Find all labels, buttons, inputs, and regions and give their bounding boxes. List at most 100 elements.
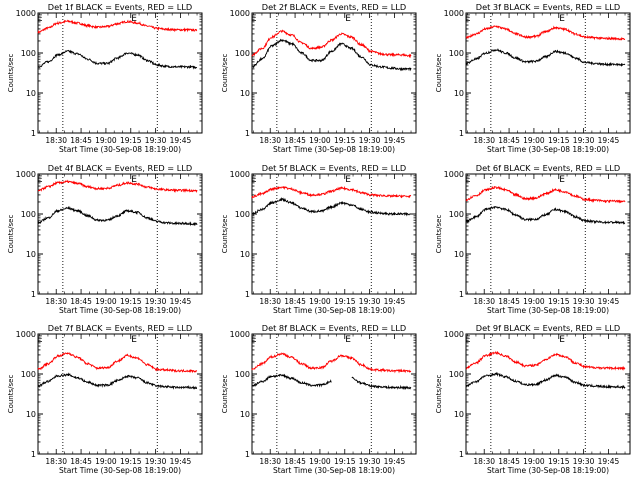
y-tick-label: 100 — [449, 370, 464, 379]
x-axis-label: Start Time (30-Sep-08 18:19:00) — [487, 306, 609, 315]
x-tick-label: 19:45 — [384, 457, 406, 466]
event-marker-label: E — [131, 175, 137, 185]
event-marker-label: E — [37, 14, 43, 24]
series-events-line — [37, 49, 198, 70]
x-tick-label: 19:00 — [309, 457, 331, 466]
x-tick-label: 19:30 — [573, 136, 595, 145]
x-tick-label: 19:00 — [309, 297, 331, 306]
x-tick-label: 19:45 — [170, 136, 192, 145]
x-tick-label: 18:45 — [498, 457, 520, 466]
y-tick-label: 1000 — [230, 9, 250, 18]
x-tick-label: 19:00 — [95, 457, 117, 466]
x-tick-label: 18:45 — [70, 457, 92, 466]
x-tick-label: 19:45 — [598, 136, 620, 145]
event-marker-label: E — [345, 175, 351, 185]
plot-frame — [251, 12, 417, 134]
y-tick-label: 100 — [235, 210, 250, 219]
x-axis-label: Start Time (30-Sep-08 18:19:00) — [59, 306, 181, 315]
plot-frame — [37, 333, 203, 455]
x-tick-label: 18:30 — [45, 457, 67, 466]
chart-panel-6: Det 6f BLACK = Events, RED = LLD 1 10 100 10… — [435, 163, 631, 315]
x-tick-label: 18:45 — [498, 136, 520, 145]
chart-title: Det 3f BLACK = Events, RED = LLD — [476, 2, 620, 12]
series-lld-line — [251, 29, 412, 59]
x-tick-label: 18:45 — [498, 297, 520, 306]
series-lld-line — [465, 185, 626, 204]
y-tick-label: 1 — [245, 129, 250, 138]
y-tick-label: 100 — [235, 370, 250, 379]
event-marker-label: E — [131, 335, 137, 345]
series-lld-line — [37, 352, 198, 374]
chart-panel-3: Det 3f BLACK = Events, RED = LLD 1 10 100 10… — [435, 2, 631, 154]
y-tick-label: 10 — [240, 250, 250, 259]
y-tick-label: 10 — [454, 89, 464, 98]
y-tick-label: 100 — [21, 370, 36, 379]
y-tick-label: 1000 — [444, 9, 464, 18]
x-tick-label: 19:00 — [523, 136, 545, 145]
event-marker-label: E — [251, 14, 257, 24]
x-tick-label: 19:30 — [145, 457, 167, 466]
plot-frame — [37, 173, 203, 295]
x-axis-label: Start Time (30-Sep-08 18:19:00) — [487, 466, 609, 475]
event-marker-label: E — [131, 14, 137, 24]
event-marker-label: E — [559, 335, 565, 345]
x-tick-label: 19:30 — [145, 136, 167, 145]
chart-panel-5: Det 5f BLACK = Events, RED = LLD 1 10 100 10… — [221, 163, 417, 315]
y-tick-label: 10 — [26, 250, 36, 259]
x-tick-label: 19:30 — [145, 297, 167, 306]
x-axis-label: Start Time (30-Sep-08 18:19:00) — [273, 145, 395, 154]
event-marker-label: E — [345, 335, 351, 345]
y-tick-label: 10 — [240, 410, 250, 419]
series-lld-line — [465, 25, 626, 41]
x-tick-label: 19:45 — [598, 297, 620, 306]
x-axis-label: Start Time (30-Sep-08 18:19:00) — [59, 145, 181, 154]
x-tick-label: 19:00 — [95, 297, 117, 306]
x-tick-label: 19:30 — [573, 297, 595, 306]
y-tick-label: 100 — [235, 49, 250, 58]
x-tick-label: 18:30 — [473, 297, 495, 306]
event-marker-label: E — [465, 175, 471, 185]
y-tick-label: 1000 — [230, 330, 250, 339]
plot-frame — [37, 12, 203, 134]
x-tick-label: 18:30 — [473, 136, 495, 145]
x-tick-label: 18:30 — [473, 457, 495, 466]
series-events-line — [251, 38, 412, 72]
chart-panel-2: Det 2f BLACK = Events, RED = LLD 1 10 100 10… — [221, 2, 417, 154]
x-tick-label: 19:15 — [120, 297, 142, 306]
event-marker-label: E — [251, 175, 257, 185]
y-axis-label: Counts/sec — [7, 375, 15, 414]
series-events-line — [465, 371, 626, 390]
x-tick-label: 18:45 — [284, 136, 306, 145]
chart-title: Det 1f BLACK = Events, RED = LLD — [48, 2, 192, 12]
chart-panel-8: Det 8f BLACK = Events, RED = LLD 1 10 100 10… — [221, 323, 417, 475]
x-tick-label: 19:15 — [548, 457, 570, 466]
series-events-line — [37, 205, 198, 227]
chart-title: Det 6f BLACK = Events, RED = LLD — [476, 163, 620, 173]
y-tick-label: 1000 — [444, 170, 464, 179]
x-tick-label: 18:30 — [45, 297, 67, 306]
event-marker-label: E — [37, 335, 43, 345]
x-tick-label: 19:15 — [334, 457, 356, 466]
y-tick-label: 100 — [21, 49, 36, 58]
x-tick-label: 18:30 — [259, 136, 281, 145]
chart-title: Det 7f BLACK = Events, RED = LLD — [48, 323, 192, 333]
x-tick-label: 19:45 — [598, 457, 620, 466]
x-tick-label: 18:30 — [259, 457, 281, 466]
series-lld-line — [37, 19, 198, 34]
x-tick-label: 19:45 — [170, 297, 192, 306]
x-tick-label: 18:45 — [284, 297, 306, 306]
y-tick-label: 1000 — [230, 170, 250, 179]
event-marker-label: E — [465, 335, 471, 345]
y-axis-label: Counts/sec — [221, 375, 229, 414]
x-tick-label: 19:15 — [334, 297, 356, 306]
y-tick-label: 10 — [454, 410, 464, 419]
y-tick-label: 1000 — [444, 330, 464, 339]
chart-title: Det 2f BLACK = Events, RED = LLD — [262, 2, 406, 12]
plot-frame — [251, 173, 417, 295]
y-tick-label: 100 — [21, 210, 36, 219]
event-marker-label: E — [465, 14, 471, 24]
y-tick-label: 1 — [31, 129, 36, 138]
y-axis-label: Counts/sec — [221, 54, 229, 93]
